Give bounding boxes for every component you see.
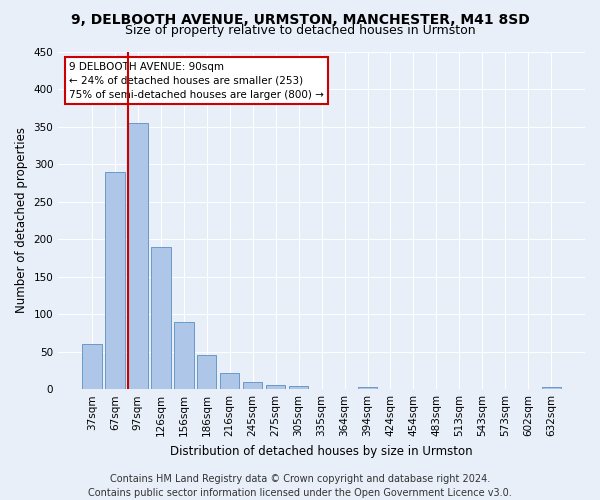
Bar [243,382,262,389]
Text: 9, DELBOOTH AVENUE, URMSTON, MANCHESTER, M41 8SD: 9, DELBOOTH AVENUE, URMSTON, MANCHESTER,… [71,12,529,26]
Bar [220,372,239,389]
Bar [266,386,286,389]
Bar [197,354,217,389]
Text: 9 DELBOOTH AVENUE: 90sqm
← 24% of detached houses are smaller (253)
75% of semi-: 9 DELBOOTH AVENUE: 90sqm ← 24% of detach… [69,62,323,100]
Text: Contains HM Land Registry data © Crown copyright and database right 2024.
Contai: Contains HM Land Registry data © Crown c… [88,474,512,498]
Bar [289,386,308,389]
Bar [128,123,148,389]
Bar [82,344,101,389]
Y-axis label: Number of detached properties: Number of detached properties [15,128,28,314]
Text: Size of property relative to detached houses in Urmston: Size of property relative to detached ho… [125,24,475,37]
Bar [358,387,377,389]
Bar [151,246,170,389]
Bar [542,387,561,389]
X-axis label: Distribution of detached houses by size in Urmston: Distribution of detached houses by size … [170,444,473,458]
Bar [174,322,194,389]
Bar [105,172,125,389]
